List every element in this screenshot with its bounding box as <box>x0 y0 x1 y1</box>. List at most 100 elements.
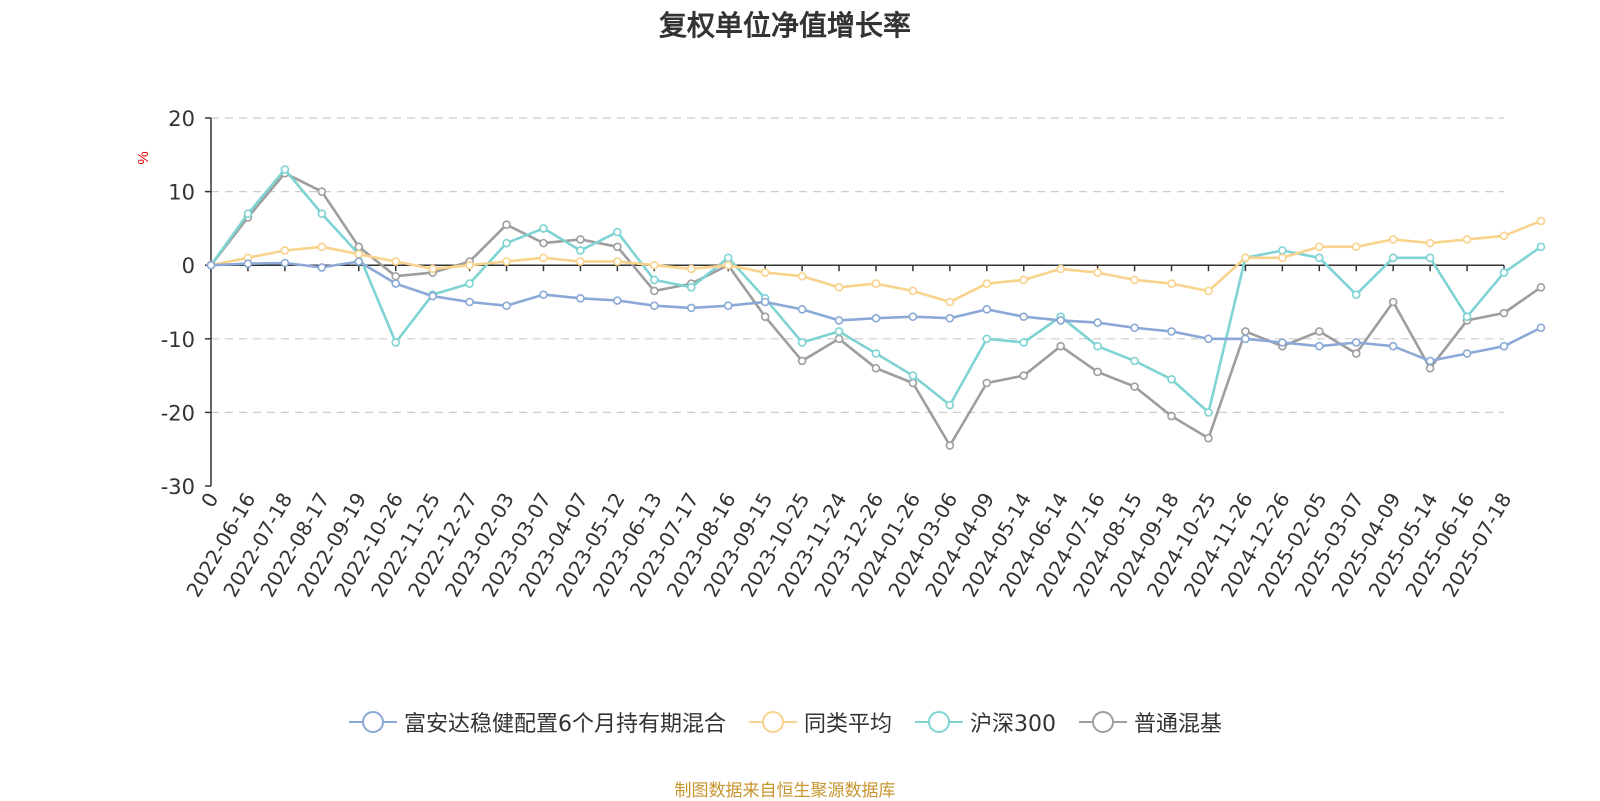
series-point <box>723 260 733 270</box>
series-point <box>391 338 401 347</box>
series-point <box>1241 334 1250 344</box>
chart-source: 制图数据来自恒生聚源数据库 <box>674 781 896 801</box>
series-point <box>576 294 585 303</box>
series-point <box>982 378 992 388</box>
series-point <box>206 260 216 270</box>
series-point <box>1278 246 1287 255</box>
series-point <box>760 312 770 322</box>
series-point <box>317 242 327 252</box>
series-point <box>797 356 807 366</box>
series-point <box>1314 327 1324 336</box>
legend-label: 沪深300 <box>970 712 1056 737</box>
y-tick-label: 20 <box>168 107 195 131</box>
series-point <box>1388 297 1398 307</box>
series-point <box>834 316 844 325</box>
series-point <box>613 242 622 252</box>
series-point <box>1536 216 1546 226</box>
series-line-3 <box>209 168 1542 414</box>
series-point <box>1241 327 1250 336</box>
series-point <box>834 327 844 336</box>
series-point <box>1204 408 1213 417</box>
series-point <box>982 334 992 344</box>
series-point <box>1019 275 1029 285</box>
series-point <box>1204 286 1213 296</box>
legend-label: 普通混基 <box>1134 712 1223 737</box>
series-point <box>650 286 659 296</box>
series-point <box>686 303 696 313</box>
series-point <box>576 235 585 244</box>
series-point <box>613 296 622 305</box>
legend-marker-icon <box>748 711 797 733</box>
series-point <box>465 260 474 270</box>
series-point <box>1351 290 1361 299</box>
series-point <box>317 187 327 196</box>
series-point <box>1056 316 1065 325</box>
series-point <box>1388 341 1398 351</box>
series-point <box>1093 268 1102 277</box>
series-point <box>317 263 327 272</box>
legend-item-2[interactable]: 同类平均 <box>748 706 892 738</box>
series-point <box>465 297 474 307</box>
series-point <box>613 257 622 266</box>
series-point <box>1093 367 1102 377</box>
series-point <box>280 258 290 268</box>
legend-label: 富安达稳健配置6个月持有期混合 <box>403 712 726 737</box>
series-point <box>280 165 290 174</box>
series-point <box>686 264 696 274</box>
series-point <box>1499 308 1509 318</box>
series-point <box>1167 374 1176 384</box>
series-point <box>686 282 696 292</box>
series-point <box>1278 253 1287 263</box>
series-point <box>1425 238 1435 248</box>
series-point <box>760 268 770 277</box>
series-point <box>797 271 807 281</box>
series-point <box>1462 349 1472 358</box>
series-point <box>871 313 881 323</box>
series-point <box>391 279 401 288</box>
series-point <box>1351 349 1361 358</box>
series-point <box>1536 282 1546 292</box>
series-point <box>280 246 290 255</box>
series-point <box>1499 341 1509 351</box>
series-point <box>1388 253 1398 263</box>
series-point <box>1314 253 1324 263</box>
series-point <box>1167 411 1176 421</box>
series-point <box>908 378 918 388</box>
y-tick-label: -20 <box>161 401 195 425</box>
series-point <box>1425 253 1435 263</box>
series-point <box>428 264 437 274</box>
series-point <box>243 259 253 269</box>
series-point <box>576 257 585 266</box>
series-point <box>908 312 918 322</box>
series-point <box>945 313 955 323</box>
y-tick-label: -30 <box>161 475 195 499</box>
series-point <box>1499 268 1509 277</box>
legend-item-4[interactable]: 普通混基 <box>1078 706 1222 738</box>
legend-item-1[interactable]: 富安达稳健配置6个月持有期混合 <box>348 706 726 738</box>
series-point <box>1167 327 1176 336</box>
series-point <box>1425 356 1435 366</box>
series-point <box>760 297 770 307</box>
series-point <box>1167 279 1176 288</box>
legend-item-3[interactable]: 沪深300 <box>914 706 1056 738</box>
series-point <box>945 441 955 450</box>
y-tick-label: -10 <box>161 328 195 352</box>
series-point <box>1204 433 1213 443</box>
series-point <box>908 371 918 380</box>
series-point <box>1351 242 1361 252</box>
series-point <box>982 279 992 288</box>
series-point <box>945 297 955 307</box>
series-point <box>1462 312 1472 322</box>
legend-marker-icon <box>1079 711 1127 733</box>
y-tick-label: 0 <box>182 254 195 278</box>
series-point <box>502 220 511 230</box>
series-point <box>1056 341 1065 351</box>
series-point <box>539 224 548 233</box>
series-point <box>391 271 401 281</box>
series-point <box>650 301 659 310</box>
chart-title: 复权单位净值增长率 <box>658 9 911 42</box>
series-point <box>391 257 401 266</box>
series-point <box>502 301 511 310</box>
series-point <box>1536 242 1546 252</box>
